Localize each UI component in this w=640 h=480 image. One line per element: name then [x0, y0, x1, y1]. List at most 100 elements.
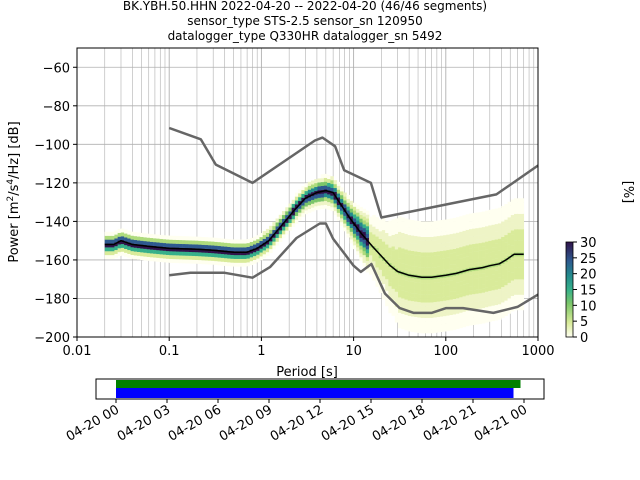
heatmap-cell — [407, 231, 412, 236]
heatmap-cell — [427, 263, 431, 268]
heatmap-cell — [488, 244, 492, 249]
heatmap-cell — [401, 313, 405, 318]
heatmap-cell — [404, 280, 408, 285]
heatmap-cell — [414, 278, 418, 283]
heatmap-cell — [520, 298, 525, 303]
heatmap-cell — [462, 284, 467, 289]
heatmap-cell — [427, 279, 431, 284]
heatmap-cell — [233, 254, 238, 259]
heatmap-cell — [369, 239, 373, 244]
heatmap-cell — [501, 306, 505, 311]
heatmap-cell — [420, 325, 425, 330]
heatmap-cell — [465, 310, 470, 315]
heatmap-cell — [117, 248, 122, 253]
heatmap-cell — [430, 236, 434, 241]
heatmap-cell — [517, 205, 521, 211]
heatmap-cell — [494, 216, 499, 221]
heatmap-cell — [369, 220, 373, 225]
heatmap-cell — [156, 253, 160, 258]
heatmap-cell — [117, 251, 122, 257]
heatmap-cell — [401, 236, 405, 241]
heatmap-cell — [407, 327, 412, 332]
heatmap-cell — [427, 317, 431, 322]
heatmap-cell — [501, 309, 505, 315]
heatmap-cell — [443, 277, 447, 282]
heatmap-cell — [352, 229, 357, 234]
heatmap-cell — [214, 245, 218, 250]
x-tick-label: 0.1 — [159, 344, 180, 359]
heatmap-cell — [468, 213, 473, 218]
heatmap-cell — [497, 250, 502, 255]
heatmap-cell — [417, 328, 421, 333]
heatmap-cell — [385, 267, 389, 272]
heatmap-cell — [407, 319, 412, 324]
heatmap-cell — [510, 257, 515, 262]
heatmap-cell — [478, 312, 483, 317]
heatmap-cell — [410, 262, 415, 267]
heatmap-cell — [407, 254, 412, 259]
heatmap-cell — [494, 235, 499, 240]
heatmap-cell — [472, 286, 476, 291]
heatmap-cell — [465, 260, 470, 265]
heatmap-cell — [146, 249, 151, 254]
heatmap-cell — [136, 232, 141, 237]
heatmap-cell — [475, 247, 479, 252]
heatmap-cell — [430, 263, 434, 268]
heatmap-cell — [462, 261, 467, 266]
timeline-tick-label: 04-20 09 — [217, 402, 275, 444]
heatmap-cell — [472, 282, 476, 287]
heatmap-cell — [388, 235, 392, 241]
heatmap-cell — [369, 270, 373, 275]
heatmap-cell — [311, 180, 315, 185]
heatmap-cell — [488, 236, 492, 241]
heatmap-cell — [472, 224, 476, 229]
heatmap-cell — [156, 257, 160, 262]
heatmap-cell — [420, 229, 425, 234]
heatmap-cell — [104, 247, 109, 252]
x-tick-label: 1000 — [521, 344, 554, 359]
heatmap-cell — [246, 239, 251, 244]
heatmap-cell — [443, 308, 447, 313]
heatmap-cell — [243, 243, 247, 248]
heatmap-cell — [401, 282, 405, 287]
heatmap-cell — [275, 237, 280, 242]
heatmap-cell — [401, 248, 405, 253]
heatmap-cell — [211, 241, 215, 246]
heatmap-cell — [188, 240, 193, 245]
heatmap-cell — [136, 247, 141, 252]
heatmap-cell — [340, 214, 344, 219]
heatmap-cell — [427, 271, 431, 276]
y-axis-label: Power [m2/s4/Hz] [dB] — [6, 121, 22, 262]
heatmap-cell — [114, 245, 118, 251]
heatmap-cell — [459, 239, 463, 244]
heatmap-cell — [465, 302, 470, 307]
heatmap-cell — [198, 259, 202, 264]
heatmap-cell — [217, 249, 222, 254]
heatmap-cell — [420, 302, 425, 307]
heatmap-cell — [249, 237, 254, 242]
heatmap-cell — [156, 238, 160, 243]
heatmap-cell — [204, 237, 209, 242]
heatmap-cell — [410, 246, 415, 252]
heatmap-cell — [165, 258, 170, 263]
heatmap-cell — [407, 223, 412, 228]
heatmap-cell — [133, 239, 138, 244]
heatmap-cell — [404, 218, 408, 223]
heatmap-cell — [401, 221, 405, 226]
heatmap-cell — [398, 235, 402, 240]
heatmap-cell — [433, 220, 438, 225]
heatmap-cell — [365, 253, 370, 258]
heatmap-cell — [130, 247, 135, 252]
heatmap-cell — [375, 217, 379, 222]
heatmap-cell — [433, 247, 438, 252]
heatmap-cell — [323, 197, 328, 202]
heatmap-cell — [423, 283, 428, 288]
heatmap-cell — [494, 223, 499, 228]
heatmap-cell — [291, 211, 296, 216]
heatmap-cell — [214, 249, 218, 254]
heatmap-cell — [159, 254, 164, 259]
heatmap-cell — [130, 235, 135, 240]
heatmap-cell — [423, 271, 428, 276]
heatmap-cell — [143, 240, 147, 246]
heatmap-cell — [330, 203, 334, 208]
